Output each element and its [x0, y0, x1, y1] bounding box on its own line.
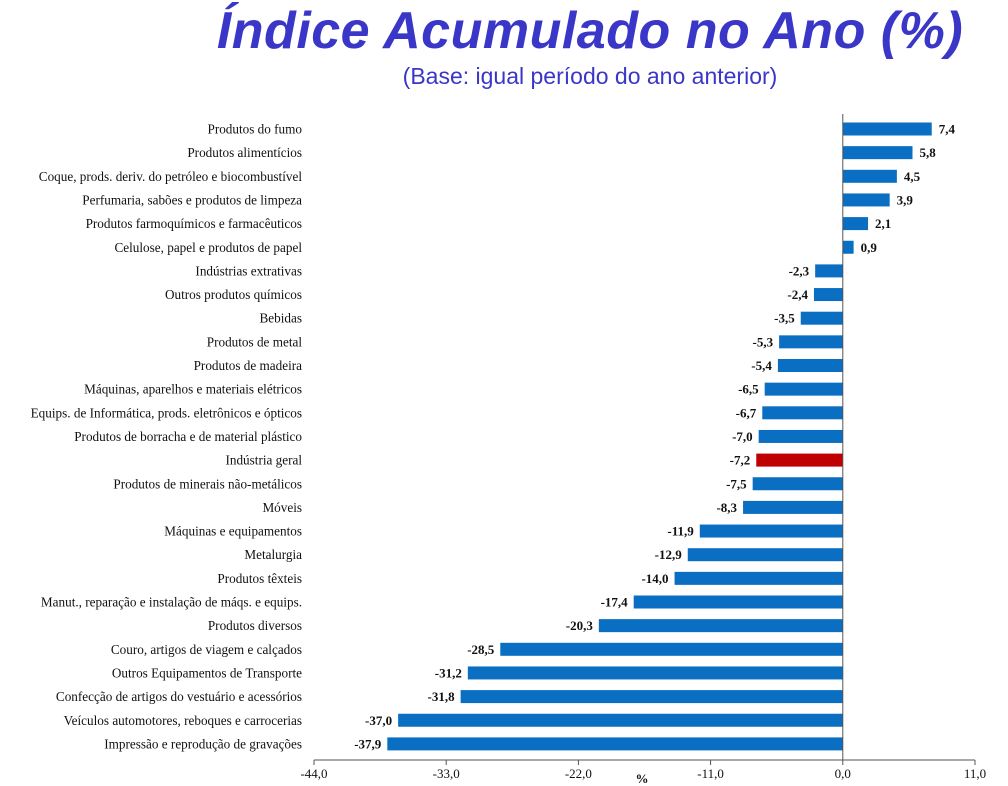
x-tick-label: -44,0	[300, 766, 327, 781]
bar	[674, 571, 843, 585]
bar	[842, 146, 913, 160]
value-label: -7,5	[726, 476, 747, 491]
category-label: Metalurgia	[244, 547, 302, 562]
value-label: -37,0	[365, 713, 392, 728]
category-label: Produtos têxteis	[217, 571, 302, 586]
category-label: Coque, prods. deriv. do petróleo e bioco…	[39, 169, 303, 184]
chart-title: Índice Acumulado no Ano (%)	[216, 2, 964, 60]
bar	[398, 713, 843, 727]
category-label: Veículos automotores, reboques e carroce…	[64, 713, 302, 728]
category-label: Impressão e reprodução de gravações	[104, 736, 302, 751]
category-label: Produtos alimentícios	[187, 145, 302, 160]
bar	[633, 595, 843, 609]
bar	[752, 477, 843, 491]
x-tick-label: 11,0	[964, 766, 986, 781]
bar	[756, 453, 843, 467]
value-label: -6,7	[736, 405, 757, 420]
category-labels-group: Produtos do fumo Produtos alimentícios Coq…	[31, 122, 303, 752]
bar	[842, 240, 854, 254]
value-label: -5,4	[751, 358, 772, 373]
category-label: Produtos de minerais não-metálicos	[113, 476, 302, 491]
x-axis-label: %	[636, 771, 649, 786]
bar	[758, 429, 843, 443]
category-label: Produtos do fumo	[207, 122, 302, 137]
value-label: -31,2	[435, 665, 462, 680]
bar	[387, 737, 843, 751]
category-label: Equips. de Informática, prods. eletrônic…	[31, 405, 302, 420]
category-label: Couro, artigos de viagem e calçados	[111, 642, 302, 657]
category-label: Produtos de metal	[207, 334, 303, 349]
category-label: Máquinas e equipamentos	[164, 524, 302, 539]
category-label: Outros Equipamentos de Transporte	[112, 665, 302, 680]
chart-subtitle: (Base: igual período do ano anterior)	[402, 63, 778, 89]
bar	[842, 169, 897, 183]
value-label: -3,5	[774, 311, 795, 326]
bar	[762, 406, 843, 420]
value-label: -2,3	[789, 263, 810, 278]
value-label: -11,9	[667, 524, 694, 539]
bar	[687, 548, 843, 562]
bar	[842, 122, 932, 136]
category-label: Produtos de borracha e de material plást…	[74, 429, 302, 444]
x-tick-label: -33,0	[433, 766, 460, 781]
value-label: 0,9	[861, 240, 878, 255]
x-tick-label: -11,0	[697, 766, 724, 781]
value-label: -7,2	[730, 453, 751, 468]
bars-group	[387, 122, 932, 751]
bar	[764, 382, 843, 396]
value-label: 3,9	[897, 192, 914, 207]
value-label: -5,3	[753, 334, 774, 349]
value-label: -31,8	[428, 689, 456, 704]
bar	[777, 359, 843, 372]
bar	[460, 690, 843, 704]
value-label: -6,5	[738, 382, 759, 397]
category-label: Máquinas, aparelhos e materiais elétrico…	[84, 382, 302, 397]
value-label: -28,5	[467, 642, 495, 657]
bar	[842, 193, 890, 207]
bar	[800, 311, 843, 325]
category-label: Perfumaria, sabões e produtos de limpeza	[82, 192, 302, 207]
bar	[598, 619, 843, 633]
value-label: -2,4	[787, 287, 808, 302]
category-label: Indústria geral	[225, 453, 302, 468]
category-label: Outros produtos químicos	[165, 287, 302, 302]
bar	[842, 217, 869, 231]
x-tick-label: -22,0	[565, 766, 592, 781]
category-label: Produtos farmoquímicos e farmacêuticos	[86, 216, 302, 231]
category-label: Produtos diversos	[208, 618, 302, 633]
value-label: -17,4	[601, 595, 629, 610]
value-label: 7,4	[939, 122, 956, 137]
category-label: Manut., reparação e instalação de máqs. …	[41, 595, 302, 610]
category-label: Celulose, papel e produtos de papel	[114, 240, 302, 255]
value-labels-group: 7,45,8 4,5 3,9 2,1 0,9 -2,3 -2,4 -3,5-5,3 -5,4 -6…	[354, 122, 955, 752]
category-label: Produtos de madeira	[194, 358, 303, 373]
x-axis: -44,0 -33,0 -22,0 -11,0 0,0 11,0%	[300, 114, 986, 786]
value-label: 2,1	[875, 216, 891, 231]
value-label: -14,0	[641, 571, 668, 586]
value-label: -12,9	[655, 547, 683, 562]
category-label: Bebidas	[260, 311, 303, 326]
value-label: 5,8	[920, 145, 937, 160]
value-label: -7,0	[732, 429, 753, 444]
bar	[813, 288, 843, 302]
bar	[743, 500, 843, 514]
value-label: -37,9	[354, 736, 382, 751]
category-label: Confecção de artigos do vestuário e aces…	[56, 689, 302, 704]
category-label: Móveis	[262, 500, 302, 515]
bar	[467, 666, 843, 680]
bar	[815, 264, 843, 278]
x-tick-label: 0,0	[835, 766, 851, 781]
bar	[779, 335, 843, 349]
bar	[699, 524, 843, 538]
value-label: 4,5	[904, 169, 921, 184]
value-label: -8,3	[716, 500, 737, 515]
category-label: Indústrias extrativas	[195, 263, 302, 278]
bar	[500, 642, 843, 656]
value-label: -20,3	[566, 618, 594, 633]
